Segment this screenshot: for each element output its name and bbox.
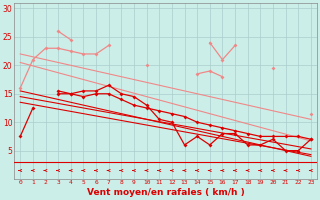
X-axis label: Vent moyen/en rafales ( km/h ): Vent moyen/en rafales ( km/h )	[87, 188, 244, 197]
